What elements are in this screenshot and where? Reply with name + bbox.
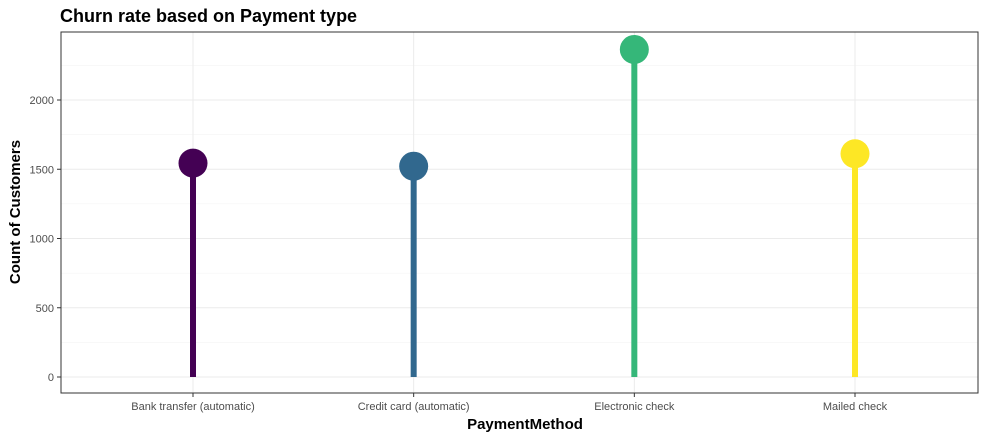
x-axis-title: PaymentMethod	[467, 416, 583, 433]
y-axis-title: Count of Customers	[7, 140, 24, 284]
y-tick-label: 1000	[30, 234, 54, 246]
y-tick-label: 1500	[30, 164, 54, 176]
lollipop-dot	[619, 34, 649, 64]
lollipop-dot	[178, 148, 208, 178]
x-axis: Bank transfer (automatic) Credit card (au…	[131, 393, 888, 413]
y-tick-label: 2000	[30, 95, 54, 107]
x-tick-label: Mailed check	[823, 401, 888, 413]
chart-title: Churn rate based on Payment type	[60, 6, 357, 26]
y-tick-label: 500	[36, 303, 54, 315]
grid-lines	[61, 32, 978, 393]
lollipop-dot	[399, 151, 429, 181]
x-tick-label: Credit card (automatic)	[358, 401, 470, 413]
lollipop-dots	[178, 34, 870, 181]
x-tick-label: Electronic check	[594, 401, 675, 413]
plot-panel-border	[60, 31, 979, 394]
lollipop-stems	[190, 49, 858, 377]
lollipop-dot	[840, 139, 870, 169]
x-tick-label: Bank transfer (automatic)	[131, 401, 255, 413]
y-tick-label: 0	[48, 372, 54, 384]
y-axis: 0 500 1000 1500 2000	[30, 95, 61, 384]
